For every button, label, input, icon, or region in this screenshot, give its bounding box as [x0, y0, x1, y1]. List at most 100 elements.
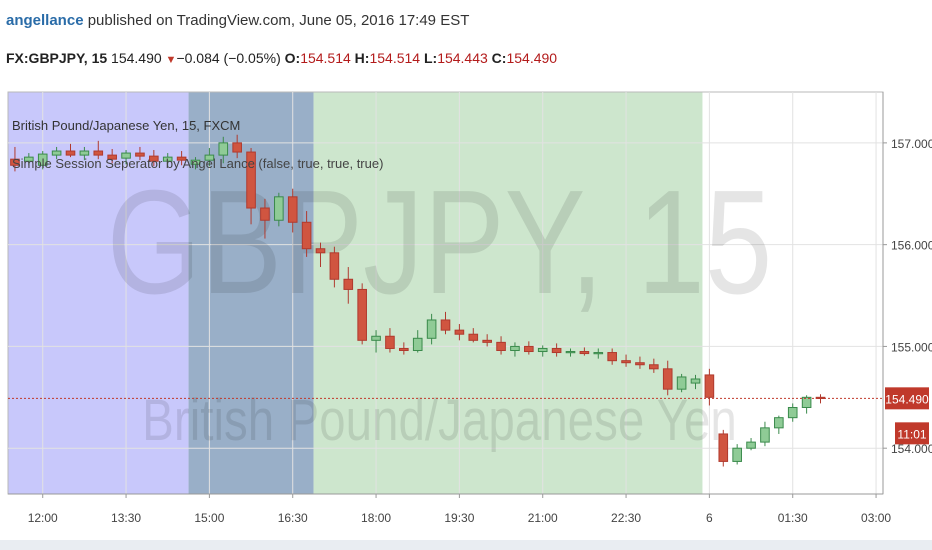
candle-body — [760, 427, 770, 443]
candle-body — [732, 447, 742, 462]
candle-body — [440, 319, 451, 331]
candle-body — [357, 288, 367, 341]
open-label: O: — [280, 50, 301, 66]
candle-body — [371, 335, 381, 341]
low-value: 154.443 — [437, 50, 488, 66]
x-tick-label: 03:00 — [861, 511, 891, 525]
candle-body — [246, 151, 256, 209]
candle-body — [135, 152, 145, 157]
x-tick-label: 01:30 — [778, 511, 808, 525]
close-label: C: — [487, 50, 507, 66]
candle-body — [774, 417, 784, 429]
candle-body — [232, 142, 242, 153]
candle-body — [149, 155, 159, 162]
high-value: 154.514 — [369, 50, 421, 66]
candle-body — [593, 352, 604, 355]
time-axis[interactable]: 12:00 13:30 15:00 16:30 18:00 19:30 21:00 22:30… — [8, 493, 891, 525]
chart-legend: British Pound/Japanese Yen, 15, FXCM Sim… — [12, 118, 383, 171]
last-price: 154.490 — [107, 50, 166, 66]
open-value: 154.514 — [300, 50, 351, 66]
x-tick-label: 6 — [706, 511, 713, 525]
candle-body — [468, 333, 479, 341]
candle-body — [190, 159, 201, 165]
x-tick-label: 12:00 — [28, 511, 58, 525]
y-tick-label: 157.000 — [891, 137, 932, 151]
close-value: 154.490 — [506, 50, 558, 66]
candle-body — [412, 337, 423, 352]
last-price-label: 154.490 — [885, 392, 929, 406]
candle-body — [454, 329, 465, 335]
watermark: GBPJPY, 15 British Pound/Japanese Yen — [107, 158, 773, 453]
candle-body — [510, 345, 520, 352]
candle-body — [107, 154, 117, 160]
high-label: H: — [350, 50, 370, 66]
x-tick-label: 13:30 — [111, 511, 141, 525]
candle-body — [65, 150, 76, 156]
candle-body — [579, 351, 590, 355]
x-tick-label: 21:00 — [528, 511, 558, 525]
candle-body — [565, 351, 576, 354]
candle-body — [787, 406, 798, 419]
candle-body — [690, 378, 701, 384]
candle-body — [704, 374, 715, 398]
candle-body — [551, 347, 562, 354]
candle-body — [204, 154, 215, 161]
candle-body — [162, 156, 173, 162]
candle-body — [51, 150, 62, 156]
candle-body — [746, 441, 756, 449]
candle-body — [218, 142, 229, 156]
candle-body — [607, 352, 617, 362]
candle-body — [718, 433, 729, 462]
candle-body — [676, 376, 687, 390]
legend-series: British Pound/Japanese Yen, 15, FXCM — [12, 118, 240, 133]
candle-body — [524, 345, 534, 353]
candle-body — [426, 319, 437, 339]
watermark-name: British Pound/Japanese Yen — [142, 389, 737, 454]
candle-body — [399, 347, 409, 352]
price-axis[interactable]: 154.000 155.000 156.000 157.000 — [882, 92, 932, 494]
candle-body — [385, 335, 395, 349]
candle-body — [93, 150, 104, 156]
countdown-label: 11:01 — [897, 427, 926, 441]
down-arrow-icon: ▼ — [165, 54, 177, 66]
candle-body — [662, 368, 673, 390]
candle-body — [537, 347, 548, 353]
candle-body — [649, 364, 659, 370]
price-change: −0.084 (−0.05%) — [176, 50, 281, 66]
candle-body — [176, 156, 187, 161]
candle-body — [635, 362, 645, 366]
y-tick-label: 155.000 — [891, 340, 932, 354]
x-tick-label: 16:30 — [278, 511, 308, 525]
candle-body — [801, 396, 812, 408]
candles — [10, 134, 826, 467]
x-tick-label: 22:30 — [611, 511, 641, 525]
published-text: published on TradingView.com, June 05, 2… — [83, 12, 470, 29]
y-tick-label: 156.000 — [891, 239, 932, 253]
author-link[interactable]: angellance — [6, 12, 84, 29]
y-tick-label: 154.000 — [891, 442, 932, 456]
candle-body — [482, 339, 492, 343]
candlestick-chart[interactable]: GBPJPY, 15 British Pound/Japanese Yen 15… — [0, 88, 932, 540]
legend-indicator: Simple Session Seperator by Angel Lance … — [12, 156, 383, 171]
last-price-line: 154.490 11:01 — [8, 387, 929, 445]
candle-body — [315, 248, 326, 254]
candle-body — [260, 207, 270, 221]
candle-body — [274, 196, 284, 221]
candle-body — [343, 278, 354, 290]
candle-body — [79, 150, 90, 156]
candle-body — [121, 152, 131, 159]
candle-body — [24, 156, 34, 162]
publication-line: angellance published on TradingView.com,… — [6, 12, 469, 29]
last-price-label-bg — [885, 387, 929, 410]
candle-body — [301, 221, 312, 250]
symbol-label: FX:GBPJPY, 15 — [6, 50, 108, 66]
bottom-strip — [0, 540, 932, 550]
x-tick-label: 18:00 — [361, 511, 391, 525]
x-tick-label: 19:30 — [444, 511, 474, 525]
candle-body — [287, 196, 298, 223]
chart-header: angellance published on TradingView.com,… — [0, 0, 932, 88]
candle-body — [621, 360, 631, 364]
quote-line: FX:GBPJPY, 15 154.490 ▼−0.084 (−0.05%) O… — [6, 50, 557, 66]
candle-body — [496, 341, 506, 352]
candle-body — [329, 252, 340, 280]
